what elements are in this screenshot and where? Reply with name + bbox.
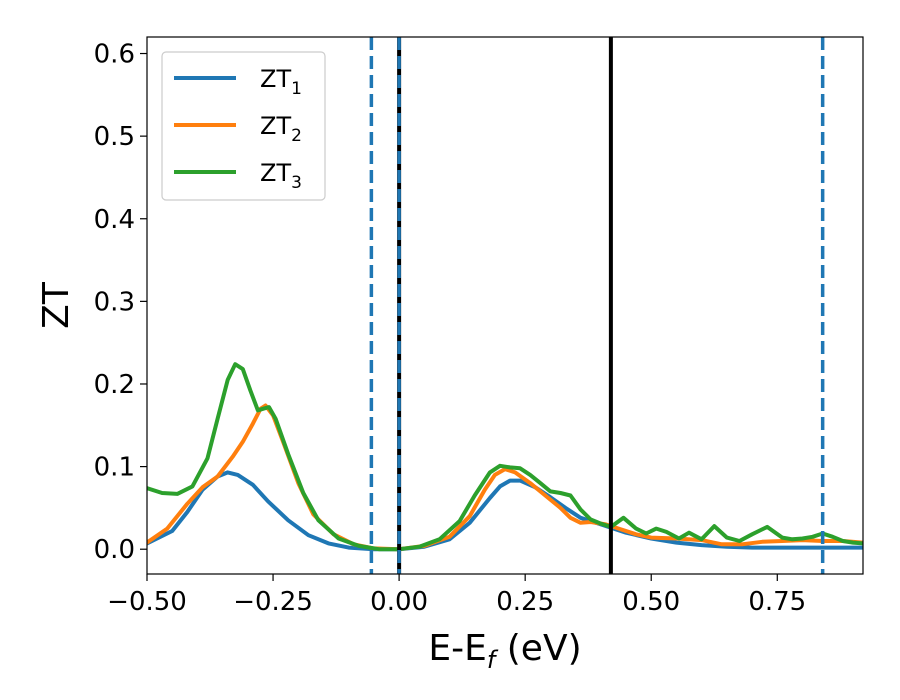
- x-tick-label: 0.00: [370, 587, 428, 617]
- y-axis-label: ZT: [36, 281, 77, 329]
- x-tick-label: 0.25: [496, 587, 554, 617]
- series-line-zt2: [147, 403, 863, 552]
- legend-label-zt2: ZT2: [260, 112, 302, 146]
- x-axis-label-main: E-E: [428, 628, 486, 669]
- legend-box: [161, 51, 326, 201]
- x-tick-label: 0.50: [622, 587, 680, 617]
- y-tick-label: 0.1: [94, 453, 135, 483]
- x-tick-label: −0.50: [107, 587, 187, 617]
- legend-label-zt3: ZT3: [260, 159, 302, 193]
- y-tick-label: 0.3: [94, 287, 135, 317]
- x-axis-ticks: −0.50 −0.25 0.00 0.25 0.50 0.75: [107, 574, 806, 617]
- series-line-zt3: [147, 362, 863, 552]
- y-tick-label: 0.4: [94, 205, 135, 235]
- legend-label-zt1: ZT1: [260, 65, 302, 99]
- x-axis-label-unit: (eV): [495, 628, 581, 669]
- y-tick-label: 0.6: [94, 40, 135, 70]
- series-line-zt1: [147, 470, 863, 552]
- y-tick-label: 0.2: [94, 370, 135, 400]
- x-axis-label: E-Ef (eV): [428, 628, 581, 674]
- y-axis-ticks: 0.0 0.1 0.2 0.3 0.4 0.5 0.6: [94, 40, 147, 565]
- plot-area: [146, 36, 864, 575]
- legend: ZT1 ZT2 ZT3: [161, 51, 326, 201]
- y-tick-label: 0.0: [94, 535, 135, 565]
- x-tick-label: 0.75: [748, 587, 806, 617]
- axes-frame: [146, 36, 864, 575]
- vertical-lines: [369, 37, 825, 574]
- y-tick-label: 0.5: [94, 122, 135, 152]
- series-layer: [147, 362, 863, 552]
- x-tick-label: −0.25: [233, 587, 313, 617]
